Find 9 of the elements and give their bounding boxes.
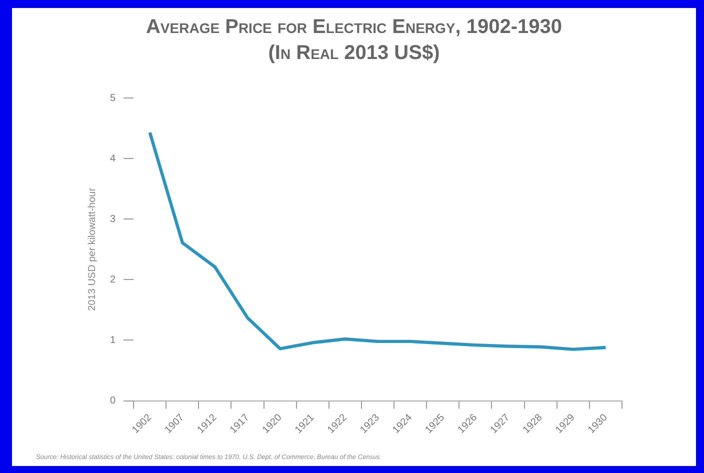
- chart-title: Average Price for Electric Energy, 1902-1930: [144, 15, 564, 40]
- y-tick-label: 2: [110, 274, 116, 286]
- y-axis-title: 2013 USD per kilowatt-hour: [86, 187, 98, 311]
- y-tick-label: 5: [110, 92, 116, 104]
- y-tick-label: 0: [110, 396, 116, 407]
- chart-subtitle: (In Real 2013 US$): [267, 41, 441, 66]
- y-tick-label: 4: [110, 153, 116, 164]
- y-tick-label: 3: [110, 214, 116, 225]
- y-tick-label: 1: [110, 334, 116, 346]
